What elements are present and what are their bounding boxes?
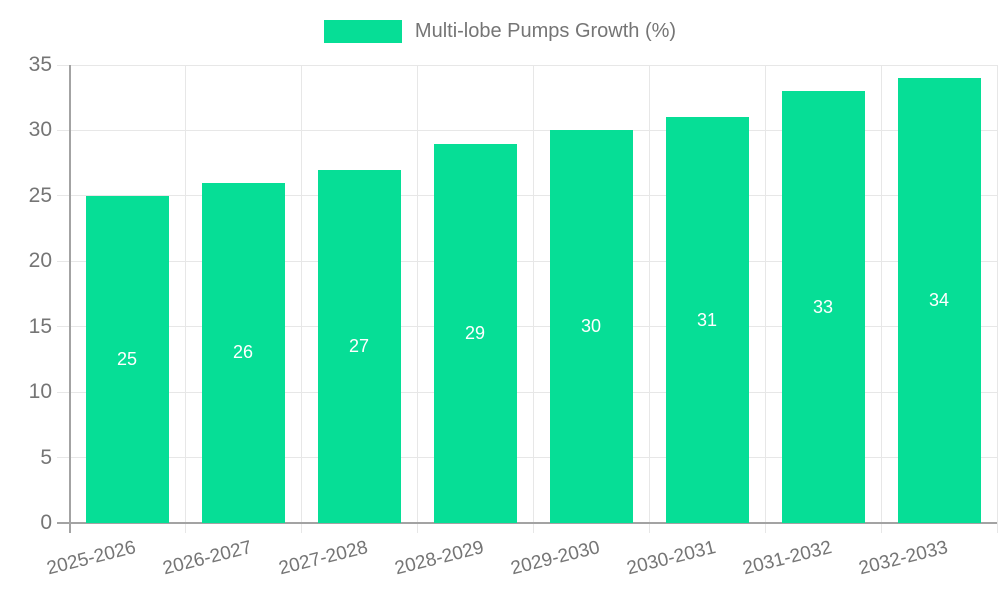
bar-value-label: 31 (696, 309, 718, 330)
x-axis-tick-label: 2027-2028 (276, 537, 371, 580)
x-axis-tick-label: 2025-2026 (44, 537, 139, 580)
x-gridline (532, 65, 534, 533)
bar-value-label: 27 (348, 335, 370, 356)
y-axis-tick-label: 5 (40, 445, 52, 469)
legend-item[interactable]: Multi-lobe Pumps Growth (%) (0, 20, 1000, 43)
bar[interactable]: 31 (665, 117, 749, 523)
bar[interactable]: 29 (433, 143, 517, 523)
y-axis-tick-label: 20 (28, 249, 52, 273)
bar[interactable]: 26 (201, 182, 285, 523)
bar[interactable]: 30 (549, 130, 633, 523)
x-gridline (416, 65, 418, 533)
x-gridline (300, 65, 302, 533)
y-gridline (57, 326, 997, 328)
x-axis-tick-label: 2031-2032 (740, 537, 835, 580)
y-gridline (57, 64, 997, 66)
bar-value-label: 25 (116, 348, 138, 369)
y-gridline (57, 457, 997, 459)
y-gridline (57, 129, 997, 131)
y-gridline (57, 260, 997, 262)
bar[interactable]: 34 (897, 78, 981, 523)
bar[interactable]: 27 (317, 169, 401, 523)
x-gridline (880, 65, 882, 533)
y-gridline (57, 195, 997, 197)
bar-value-label: 33 (812, 296, 834, 317)
x-axis-line (57, 522, 997, 524)
bar-value-label: 30 (580, 316, 602, 337)
y-axis-tick-label: 0 (40, 511, 52, 534)
bar-value-label: 34 (928, 290, 950, 311)
x-axis-tick-label: 2028-2029 (392, 537, 487, 580)
x-gridline (996, 65, 998, 533)
y-axis-tick-label: 10 (28, 380, 52, 404)
y-axis-line (69, 65, 71, 533)
x-axis-tick-label: 2029-2030 (508, 537, 603, 580)
x-gridline (764, 65, 766, 533)
legend-label: Multi-lobe Pumps Growth (%) (414, 20, 677, 42)
x-axis-tick-label: 2032-2033 (856, 537, 951, 580)
y-axis-tick-label: 25 (28, 183, 52, 207)
y-axis-tick-label: 30 (28, 118, 52, 142)
x-gridline (648, 65, 650, 533)
bar[interactable]: 33 (781, 91, 865, 523)
x-gridline (184, 65, 186, 533)
y-gridline (57, 391, 997, 393)
bar-value-label: 26 (232, 342, 254, 363)
y-axis-tick-label: 15 (28, 314, 52, 338)
x-axis-tick-label: 2026-2027 (160, 537, 255, 580)
plot-area: 0 5 10 15 20 25 30 35 25 26 27 29 30 31 33 34 2025-2026 2… (29, 53, 998, 579)
bar-value-label: 29 (464, 322, 486, 343)
x-axis-tick-label: 2030-2031 (624, 537, 719, 580)
y-axis-tick-label: 35 (28, 53, 52, 76)
bar[interactable]: 25 (85, 195, 169, 523)
legend-swatch-icon (323, 20, 402, 43)
